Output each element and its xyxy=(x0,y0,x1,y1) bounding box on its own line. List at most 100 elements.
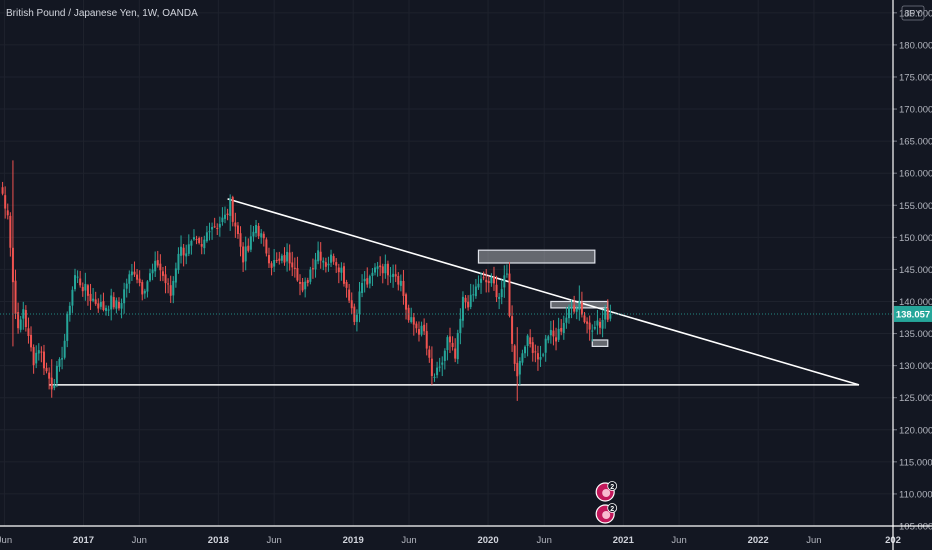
candle-body xyxy=(234,222,237,227)
earnings-flag-icon[interactable]: 2 xyxy=(595,503,618,524)
candle-body xyxy=(324,262,327,267)
event-inner xyxy=(602,489,611,497)
resistance-zone[interactable] xyxy=(477,249,596,264)
candle-body xyxy=(363,278,366,282)
candle-body xyxy=(14,280,17,314)
candle xyxy=(350,292,353,314)
candle-body xyxy=(570,306,573,309)
candle xyxy=(231,195,234,227)
candle xyxy=(187,234,190,257)
candle-body xyxy=(161,271,164,276)
candle xyxy=(309,266,312,285)
candle xyxy=(174,262,177,288)
candle xyxy=(591,324,594,342)
candle xyxy=(319,242,322,269)
candle xyxy=(234,212,237,238)
candle xyxy=(485,269,488,293)
candle-body xyxy=(438,366,441,368)
candle xyxy=(461,291,464,328)
candle-body xyxy=(84,283,87,291)
y-tick-label: 140.000 xyxy=(899,297,932,308)
candle xyxy=(280,253,283,264)
candle xyxy=(244,236,247,271)
candle xyxy=(221,207,224,226)
candle xyxy=(185,244,188,265)
candle xyxy=(412,312,415,336)
candle-body xyxy=(415,323,418,329)
candle-body xyxy=(187,244,190,254)
candle-body xyxy=(22,309,25,319)
candle xyxy=(544,334,547,362)
candle-body xyxy=(449,336,452,343)
events[interactable]: 22 xyxy=(595,481,618,524)
candle xyxy=(381,263,384,284)
candle-body xyxy=(485,279,488,283)
candle-body xyxy=(384,264,387,274)
candle xyxy=(180,235,183,264)
candle-body xyxy=(156,260,159,266)
candle xyxy=(27,317,30,344)
candle xyxy=(278,251,281,265)
x-tick-label: Jun xyxy=(132,535,147,546)
candle-body xyxy=(288,252,291,264)
candle xyxy=(236,222,239,239)
candle xyxy=(355,309,358,332)
candle-body xyxy=(180,246,183,256)
candle xyxy=(472,284,475,302)
candle-body xyxy=(492,277,495,284)
candle-body xyxy=(330,254,333,263)
small-support-zone[interactable] xyxy=(591,339,609,347)
candles xyxy=(1,160,612,401)
candle-body xyxy=(32,347,35,366)
candle xyxy=(604,304,607,329)
candle xyxy=(76,270,79,284)
candle xyxy=(487,275,490,293)
candle xyxy=(81,282,84,297)
candle xyxy=(89,283,92,310)
candle-body xyxy=(164,274,167,284)
candle xyxy=(376,261,379,277)
candle xyxy=(262,231,265,247)
candle xyxy=(570,299,573,319)
candle xyxy=(40,346,43,363)
candle-body xyxy=(130,271,133,276)
candle xyxy=(159,254,162,282)
candle-body xyxy=(30,334,33,348)
y-tick-label: 110.000 xyxy=(899,489,932,500)
candle xyxy=(79,270,82,288)
candle-body xyxy=(35,352,38,364)
candle-body xyxy=(371,272,374,276)
candle xyxy=(249,224,252,253)
x-tick-label: 2020 xyxy=(477,535,498,546)
candle xyxy=(358,282,361,323)
candle-body xyxy=(580,302,583,315)
candle-body xyxy=(586,321,589,324)
candle xyxy=(588,315,591,341)
candle xyxy=(567,304,570,324)
candle-body xyxy=(236,225,239,234)
candle-body xyxy=(86,285,89,296)
candle xyxy=(498,292,501,310)
candle-body xyxy=(146,281,149,292)
candle-body xyxy=(40,351,43,353)
descending-trendline[interactable] xyxy=(227,198,860,386)
candle-body xyxy=(350,300,353,309)
candle-body xyxy=(74,275,77,290)
candle xyxy=(337,263,340,284)
candle xyxy=(394,264,397,283)
candle xyxy=(117,297,120,311)
candle-body xyxy=(97,303,100,309)
candle-body xyxy=(601,319,604,329)
event-count: 2 xyxy=(610,484,614,491)
y-tick-label: 115.000 xyxy=(899,457,932,468)
candle xyxy=(182,243,185,267)
event-count: 2 xyxy=(610,506,614,513)
candle xyxy=(384,254,387,279)
candle-body xyxy=(542,354,545,356)
x-tick-label: 2019 xyxy=(343,535,364,546)
candle xyxy=(508,262,511,318)
earnings-flag-icon[interactable]: 2 xyxy=(595,481,618,502)
candle xyxy=(311,258,314,279)
